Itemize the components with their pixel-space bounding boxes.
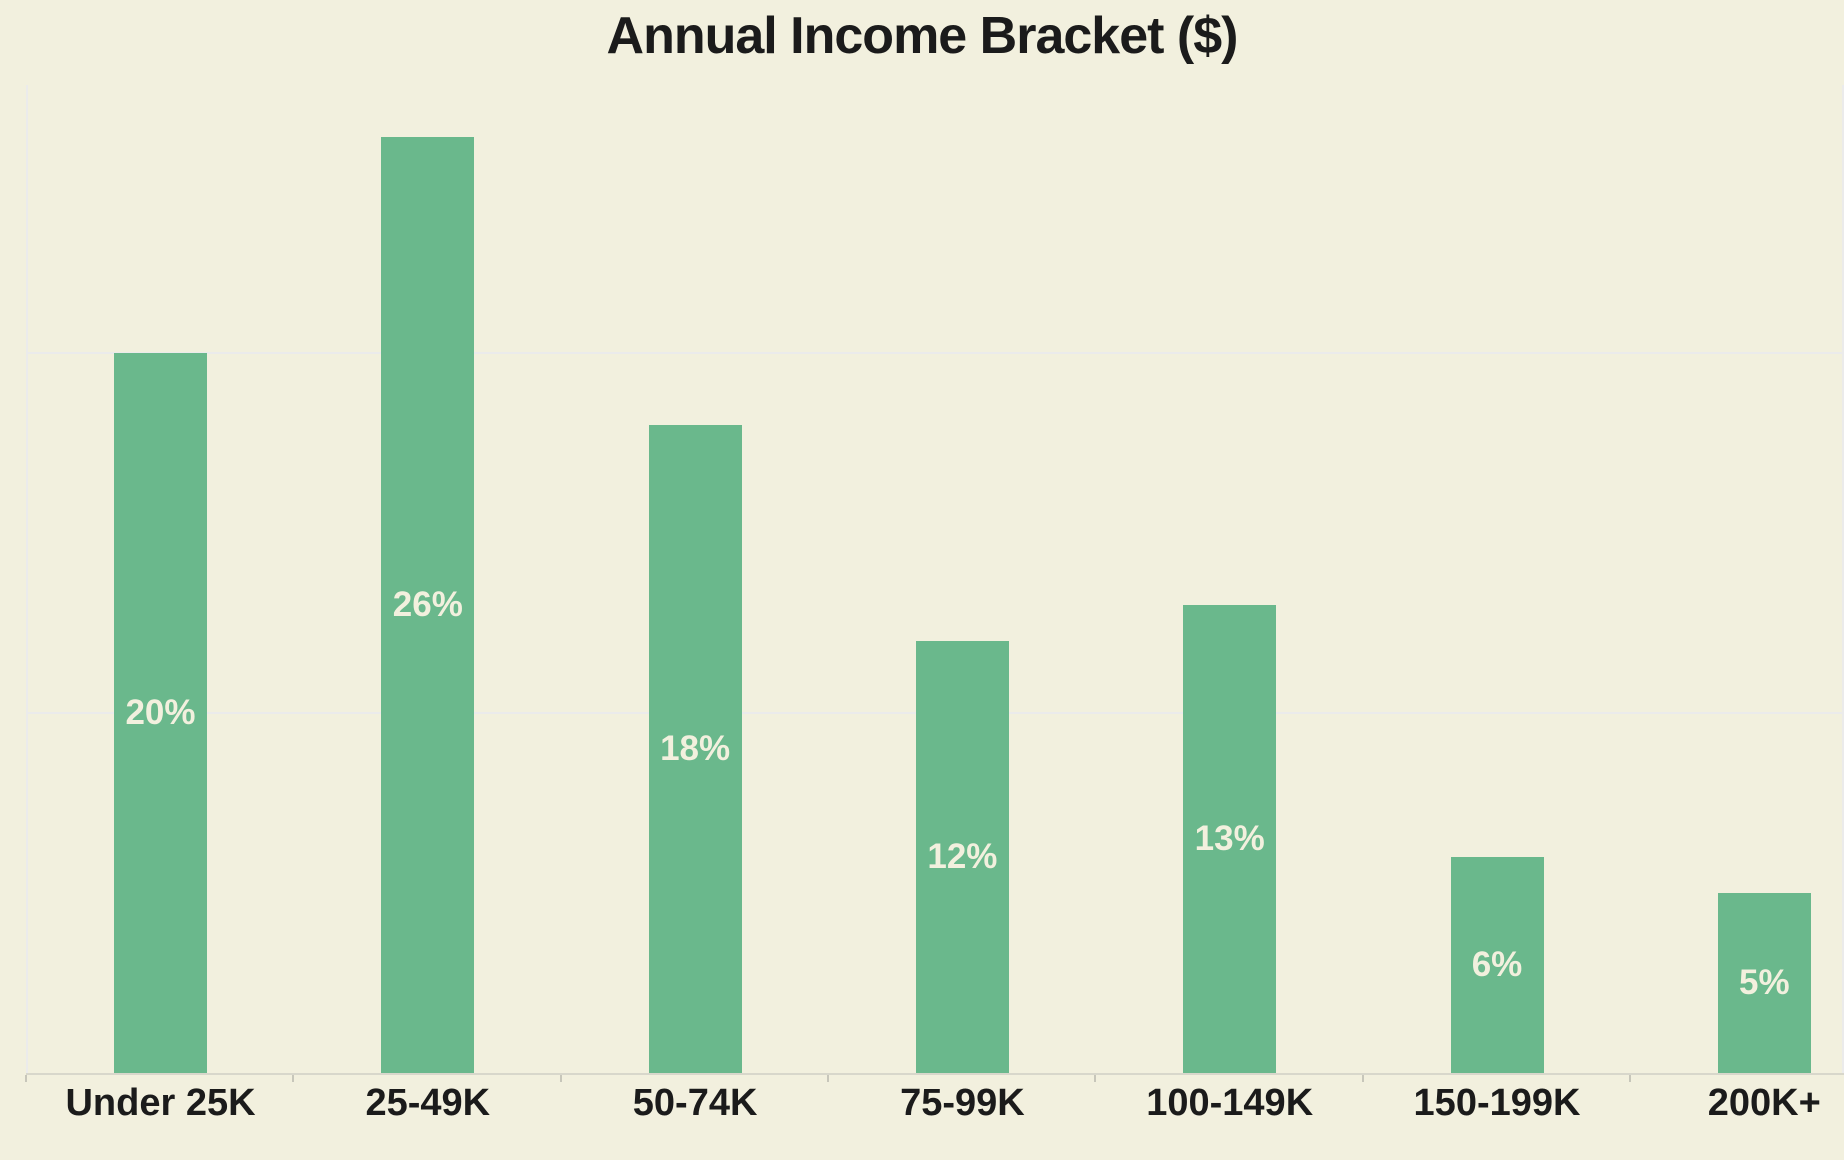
y-axis-line [26,85,28,1073]
axis-tick [25,1075,27,1082]
axis-tick [559,1075,562,1082]
bar-50-74k[interactable]: 18% [648,425,742,1073]
bar-value-label: 6% [1471,945,1523,984]
category-label-under-25k: Under 25K [65,1082,256,1124]
axis-tick [1361,1075,1364,1082]
category-label-75-99k: 75-99K [900,1082,1025,1124]
bar-25-49k[interactable]: 26% [381,137,475,1073]
bar-100-149k[interactable]: 13% [1183,605,1277,1073]
axis-tick [826,1075,829,1082]
bar-200k[interactable]: 5% [1717,893,1811,1073]
category-label-50-74k: 50-74K [632,1082,758,1124]
bar-value-label: 18% [660,729,731,768]
bar-value-label: 13% [1194,819,1265,858]
category-label-150-199k: 150-199K [1413,1082,1581,1124]
category-label-100-149k: 100-149K [1146,1082,1314,1124]
axis-tick [292,1075,295,1082]
axis-tick [1628,1075,1631,1082]
bar-150-199k[interactable]: 6% [1450,857,1544,1073]
bar-value-label: 20% [125,693,196,732]
bar-75-99k[interactable]: 12% [915,641,1009,1073]
axis-tick [1094,1075,1097,1082]
x-axis-baseline [26,1073,1844,1075]
category-label-200k: 200K+ [1707,1082,1821,1124]
gridline-20-percent [26,352,1844,354]
chart-title: Annual Income Bracket ($) [606,7,1239,65]
bar-value-label: 26% [392,585,463,624]
bar-value-label: 12% [927,837,998,876]
category-label-25-49k: 25-49K [365,1082,491,1124]
plot-right-edge-line [1842,85,1844,1073]
bar-value-label: 5% [1739,963,1790,1002]
bar-under-25k[interactable]: 20% [114,353,207,1073]
